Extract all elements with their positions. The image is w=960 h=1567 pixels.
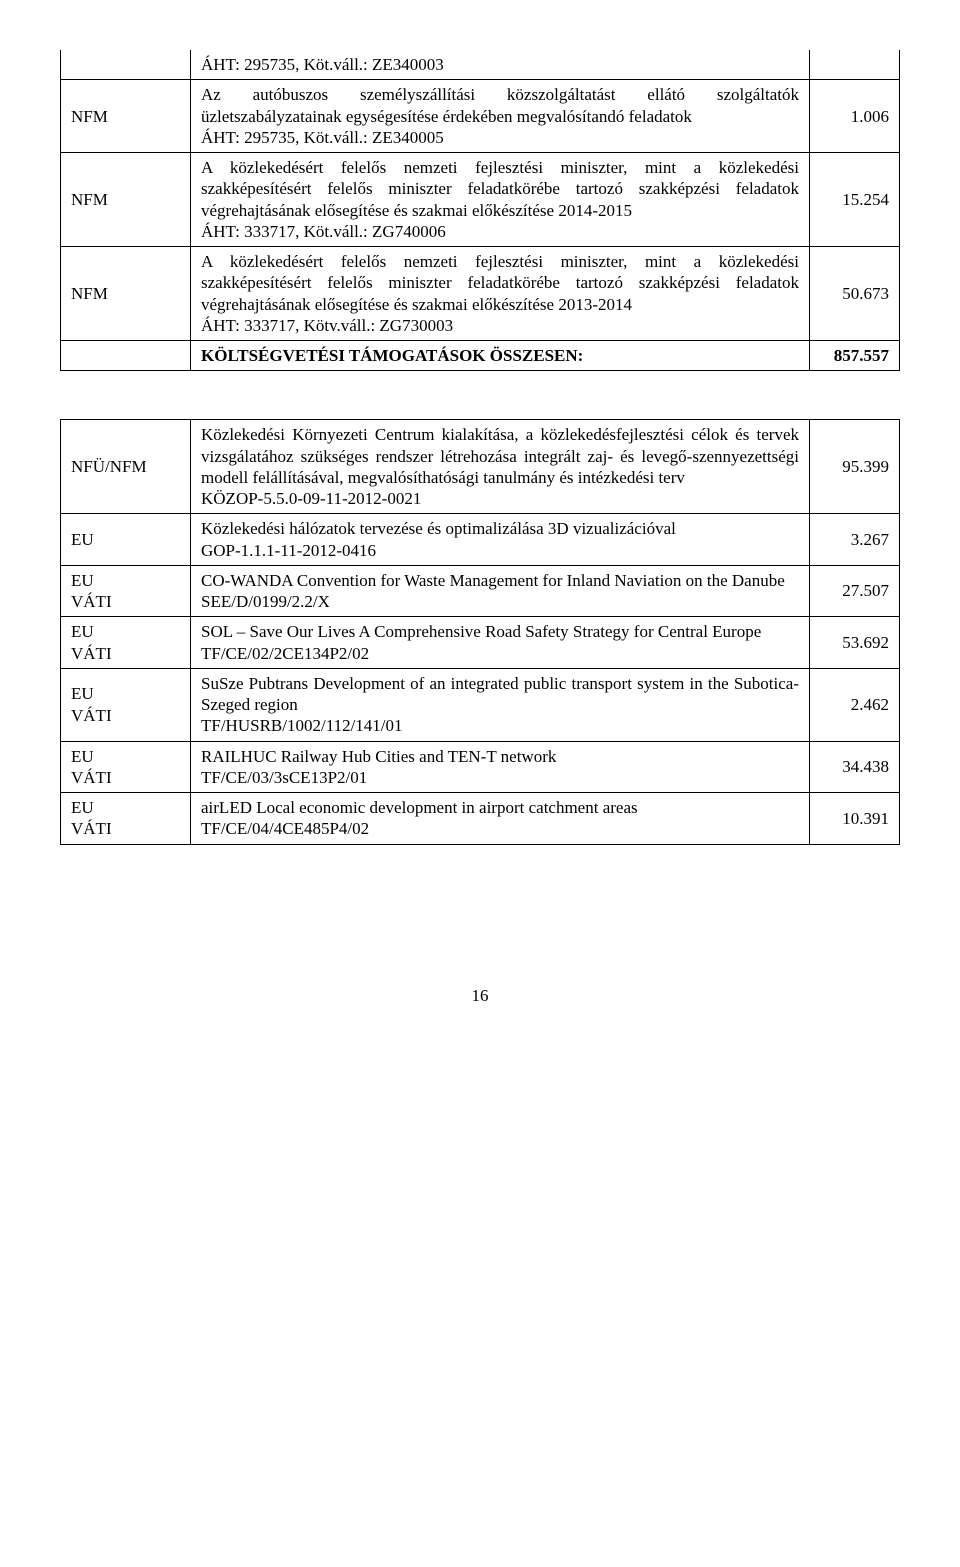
description-cell: A közlekedésért felelős nemzeti fejleszt…: [191, 153, 810, 247]
funder-cell: EU VÁTI: [61, 793, 191, 845]
table-row: EU VÁTISOL – Save Our Lives A Comprehens…: [61, 617, 900, 669]
table-cell-empty: [61, 50, 191, 80]
page-number: 16: [60, 985, 900, 1006]
funder-cell: NFM: [61, 80, 191, 153]
description-cell: RAILHUC Railway Hub Cities and TEN-T net…: [191, 741, 810, 793]
table-row: EU VÁTIairLED Local economic development…: [61, 793, 900, 845]
table-row: NFMAz autóbuszos személyszállítási közsz…: [61, 80, 900, 153]
value-cell: 3.267: [810, 514, 900, 566]
description-cell: Az autóbuszos személyszállítási közszolg…: [191, 80, 810, 153]
table-row: EU VÁTIRAILHUC Railway Hub Cities and TE…: [61, 741, 900, 793]
funder-cell: EU: [61, 514, 191, 566]
value-cell: 2.462: [810, 668, 900, 741]
funder-cell: EU VÁTI: [61, 741, 191, 793]
table-row: EU VÁTICO-WANDA Convention for Waste Man…: [61, 565, 900, 617]
value-cell: 95.399: [810, 420, 900, 514]
funder-cell: NFM: [61, 153, 191, 247]
table-row: NFMA közlekedésért felelős nemzeti fejle…: [61, 247, 900, 341]
description-cell: CO-WANDA Convention for Waste Management…: [191, 565, 810, 617]
totals-value: 857.557: [810, 341, 900, 371]
funder-cell: EU VÁTI: [61, 565, 191, 617]
budget-table-2: NFÜ/NFMKözlekedési Környezeti Centrum ki…: [60, 419, 900, 844]
totals-label: KÖLTSÉGVETÉSI TÁMOGATÁSOK ÖSSZESEN:: [191, 341, 810, 371]
value-cell: 1.006: [810, 80, 900, 153]
description-cell: SuSze Pubtrans Development of an integra…: [191, 668, 810, 741]
description-cell: SOL – Save Our Lives A Comprehensive Roa…: [191, 617, 810, 669]
description-cell: airLED Local economic development in air…: [191, 793, 810, 845]
funder-cell: NFÜ/NFM: [61, 420, 191, 514]
table-row: NFÜ/NFMKözlekedési Környezeti Centrum ki…: [61, 420, 900, 514]
totals-row: KÖLTSÉGVETÉSI TÁMOGATÁSOK ÖSSZESEN:857.5…: [61, 341, 900, 371]
table-row: EUKözlekedési hálózatok tervezése és opt…: [61, 514, 900, 566]
description-cell: Közlekedési hálózatok tervezése és optim…: [191, 514, 810, 566]
table-row: EU VÁTISuSze Pubtrans Development of an …: [61, 668, 900, 741]
value-cell: 53.692: [810, 617, 900, 669]
value-cell: 34.438: [810, 741, 900, 793]
description-cell: Közlekedési Környezeti Centrum kialakítá…: [191, 420, 810, 514]
funder-cell: NFM: [61, 247, 191, 341]
description-cell: A közlekedésért felelős nemzeti fejleszt…: [191, 247, 810, 341]
table-cell-empty: [810, 50, 900, 80]
funder-cell: EU VÁTI: [61, 617, 191, 669]
budget-table-1: ÁHT: 295735, Köt.váll.: ZE340003NFMAz au…: [60, 50, 900, 371]
table-row: NFMA közlekedésért felelős nemzeti fejle…: [61, 153, 900, 247]
table-cell-ref: ÁHT: 295735, Köt.váll.: ZE340003: [191, 50, 810, 80]
table-gap: [60, 371, 900, 419]
value-cell: 15.254: [810, 153, 900, 247]
funder-cell: EU VÁTI: [61, 668, 191, 741]
value-cell: 10.391: [810, 793, 900, 845]
table-cell-empty: [61, 341, 191, 371]
value-cell: 50.673: [810, 247, 900, 341]
value-cell: 27.507: [810, 565, 900, 617]
